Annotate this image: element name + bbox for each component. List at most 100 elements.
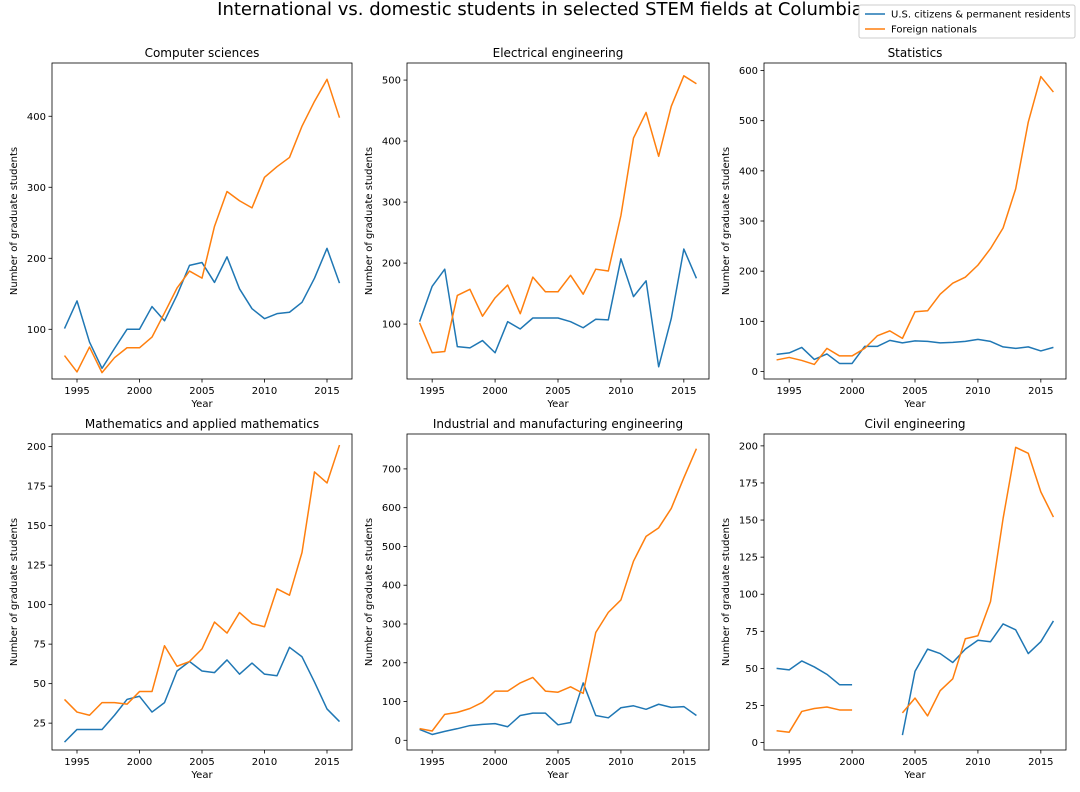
y-tick-label: 200 xyxy=(382,259,401,270)
subplot-3: Statistics 1995 2000 2005 2010 2015 0 100 200 300… xyxy=(721,46,1067,410)
y-axis-label: Number of graduate students xyxy=(364,147,375,295)
legend-box xyxy=(858,4,1076,39)
series-line-foreign xyxy=(776,75,1055,366)
y-tick-label: 125 xyxy=(27,561,46,572)
y-tick-label: 150 xyxy=(27,521,46,532)
y-axis-label: Number of graduate students xyxy=(721,518,732,666)
subplot-title: Statistics xyxy=(888,46,943,60)
x-axis-label: Year xyxy=(190,399,213,410)
x-tick-label: 2000 xyxy=(127,757,152,768)
series-line-foreign xyxy=(776,446,1055,733)
y-tick-label: 200 xyxy=(739,441,758,452)
y-axis-label: Number of graduate students xyxy=(9,518,20,666)
subplot-2: Electrical engineering 1995 2000 2005 2010 20… xyxy=(364,46,710,410)
x-tick-label: 1995 xyxy=(419,386,444,397)
axes-frame xyxy=(51,433,353,751)
x-axis-label: Year xyxy=(903,770,926,781)
x-tick-label: 1995 xyxy=(64,757,89,768)
y-tick-label: 100 xyxy=(382,697,401,708)
x-axis-label: Year xyxy=(546,399,569,410)
x-tick-label: 2005 xyxy=(545,757,570,768)
y-tick-label: 75 xyxy=(745,627,758,638)
x-tick-label: 2010 xyxy=(608,757,633,768)
x-axis-label: Year xyxy=(190,770,213,781)
subplot-6: Civil engineering 1995 2000 2005 2010 2015 0 25… xyxy=(721,417,1067,781)
y-tick-label: 175 xyxy=(739,478,758,489)
y-tick-label: 0 xyxy=(752,738,758,749)
x-tick-label: 2015 xyxy=(314,386,339,397)
x-tick-label: 1995 xyxy=(419,757,444,768)
x-tick-label: 1995 xyxy=(64,386,89,397)
y-tick-label: 175 xyxy=(27,482,46,493)
y-tick-label: 200 xyxy=(382,658,401,669)
x-tick-label: 2015 xyxy=(1028,386,1053,397)
y-tick-label: 100 xyxy=(27,325,46,336)
subplot-1: Computer sciences 1995 2000 2005 2010 2015 100… xyxy=(9,46,353,410)
subplot-5: Industrial and manufacturing engineering… xyxy=(364,417,710,781)
y-tick-label: 300 xyxy=(27,183,46,194)
x-tick-label: 1995 xyxy=(776,386,801,397)
x-tick-label: 1995 xyxy=(776,757,801,768)
subplot-title: Civil engineering xyxy=(864,417,965,431)
y-tick-label: 200 xyxy=(739,267,758,278)
series-line-foreign xyxy=(418,75,697,354)
y-tick-label: 300 xyxy=(739,217,758,228)
x-tick-label: 2005 xyxy=(902,757,927,768)
series-line-foreign xyxy=(63,78,341,374)
y-tick-label: 400 xyxy=(382,137,401,148)
axes-frame xyxy=(763,62,1067,380)
y-tick-label: 50 xyxy=(745,664,758,675)
y-tick-label: 100 xyxy=(382,320,401,331)
y-tick-label: 100 xyxy=(27,600,46,611)
x-tick-label: 2000 xyxy=(127,386,152,397)
y-tick-label: 400 xyxy=(739,166,758,177)
subplot-title: Industrial and manufacturing engineering xyxy=(433,417,683,431)
x-tick-label: 2005 xyxy=(189,386,214,397)
y-tick-label: 600 xyxy=(739,66,758,77)
y-tick-label: 50 xyxy=(33,679,46,690)
legend-label-domestic: U.S. citizens & permanent residents xyxy=(891,10,1071,21)
y-tick-label: 25 xyxy=(745,701,758,712)
x-axis-label: Year xyxy=(903,399,926,410)
y-tick-label: 500 xyxy=(739,116,758,127)
axes-frame xyxy=(51,62,353,380)
y-axis-label: Number of graduate students xyxy=(364,518,375,666)
y-tick-label: 400 xyxy=(27,112,46,123)
x-tick-label: 2000 xyxy=(839,757,864,768)
legend: U.S. citizens & permanent residents Fore… xyxy=(858,4,1076,39)
y-tick-label: 0 xyxy=(395,736,401,747)
y-axis-label: Number of graduate students xyxy=(9,147,20,295)
x-tick-label: 2000 xyxy=(482,386,507,397)
y-tick-label: 400 xyxy=(382,581,401,592)
x-tick-label: 2010 xyxy=(252,386,277,397)
x-tick-label: 2000 xyxy=(839,386,864,397)
series-line-foreign xyxy=(63,444,341,716)
subplot-4: Mathematics and applied mathematics 1995 2… xyxy=(9,417,353,781)
x-tick-label: 2015 xyxy=(314,757,339,768)
x-tick-label: 2010 xyxy=(608,386,633,397)
y-tick-label: 75 xyxy=(33,640,46,651)
y-tick-label: 300 xyxy=(382,198,401,209)
y-tick-label: 300 xyxy=(382,619,401,630)
y-tick-label: 600 xyxy=(382,503,401,514)
x-tick-label: 2010 xyxy=(965,757,990,768)
series-line-domestic xyxy=(63,646,341,743)
x-tick-label: 2010 xyxy=(965,386,990,397)
figure-title: International vs. domestic students in s… xyxy=(217,0,863,20)
axes-frame xyxy=(406,433,710,751)
y-tick-label: 500 xyxy=(382,76,401,87)
x-axis-label: Year xyxy=(546,770,569,781)
y-tick-label: 700 xyxy=(382,464,401,475)
y-tick-label: 100 xyxy=(739,590,758,601)
y-tick-label: 200 xyxy=(27,442,46,453)
subplot-title: Electrical engineering xyxy=(493,46,624,60)
y-tick-label: 0 xyxy=(752,367,758,378)
series-line-domestic xyxy=(63,247,341,370)
y-tick-label: 200 xyxy=(27,254,46,265)
x-tick-label: 2015 xyxy=(671,757,696,768)
axes-frame xyxy=(763,433,1067,751)
axes-frame xyxy=(406,62,710,380)
y-tick-label: 500 xyxy=(382,542,401,553)
